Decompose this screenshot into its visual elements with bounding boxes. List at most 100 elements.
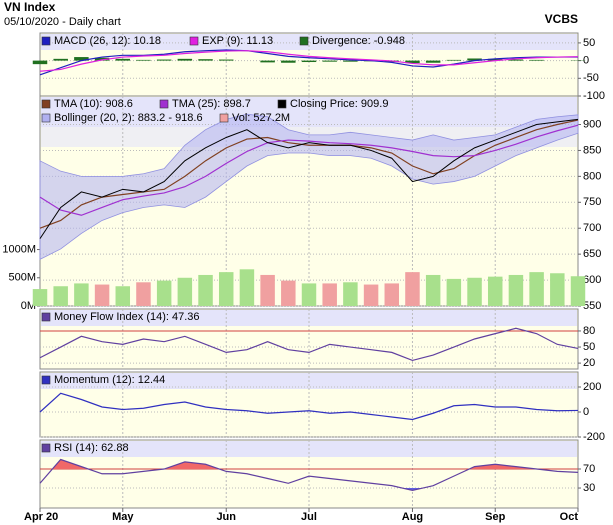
y-tick-label: 650 [583,248,601,260]
y-tick-label: 30 [583,482,595,494]
bar [260,60,275,63]
y2-tick-label: 500M [8,272,36,284]
legend-label: Money Flow Index (14): 47.36 [54,311,200,323]
bar [322,60,337,62]
bar [177,58,193,61]
bar [384,283,400,306]
y-tick-label: 70 [583,463,595,475]
bar [156,280,172,306]
series-line [39,49,579,76]
legend-swatch [41,312,51,322]
bar [53,58,68,61]
y-tick-label: 700 [583,222,601,234]
bar [446,59,462,61]
bar [508,274,524,306]
legend-label: Momentum (12): 12.44 [54,374,165,386]
y-tick-label: -50 [583,72,599,84]
legend-swatch [277,99,287,109]
chart-subtitle: 05/10/2020 - Daily chart [4,16,121,28]
chart-title: VN Index [4,0,56,14]
y-tick-label: 50 [583,341,595,353]
bar [405,272,420,306]
bar [94,57,110,61]
bar [425,274,441,306]
bar [363,284,379,306]
y-tick-label: 0 [583,406,589,418]
bar [218,272,234,306]
bar [405,60,420,64]
legend-swatch [41,375,51,385]
series-line [39,50,579,72]
bar [529,59,544,61]
y-tick-label: 900 [583,118,601,130]
legend-swatch [189,36,199,46]
series-line [39,118,579,239]
x-tick-label: Jul [301,511,317,523]
y-tick-label: 550 [583,300,601,312]
bar [343,282,358,306]
bar [322,283,337,306]
brand: VCBS [545,12,578,26]
bar [136,59,151,61]
bar [32,60,48,65]
legend-swatch [159,99,169,109]
bar [156,59,172,61]
legend-swatch [299,36,309,46]
bar [198,274,213,306]
bar [136,282,151,306]
bar [487,58,503,61]
series-line [39,119,579,229]
legend-swatch [41,113,51,123]
bar [177,277,193,306]
y-tick-label: 20 [583,357,595,369]
legend-label: Closing Price: 909.9 [290,98,388,110]
bar [198,59,213,61]
bar [570,276,586,306]
y-tick-label: 600 [583,274,601,286]
y-tick-label: 50 [583,37,595,49]
legend-label: Bollinger (20, 2): 883.2 - 918.6 [54,112,203,124]
bar [115,286,131,306]
bar [467,277,482,306]
legend-label: TMA (25): 898.7 [172,98,251,110]
y-tick-label: -200 [583,431,605,443]
legend-swatch [41,99,51,109]
bar [260,274,275,306]
bar [53,286,68,306]
legend-label: MACD (26, 12): 10.18 [54,35,161,47]
x-tick-label: Oct [560,511,579,523]
bar [281,60,296,63]
bar [467,58,482,61]
bar [239,269,255,306]
series-line [39,327,579,362]
legend-label: Divergence: -0.948 [312,35,405,47]
y-tick-label: 750 [583,196,601,208]
bar [529,272,544,306]
bar [425,60,441,63]
bar [550,273,565,306]
x-tick-label: Apr 20 [24,511,58,523]
y-tick-label: 800 [583,170,601,182]
bar [32,289,48,306]
bar [94,284,110,306]
threshold-fill [52,459,537,470]
bar [343,60,358,62]
legend-label: EXP (9): 11.13 [202,35,273,47]
y-tick-label: -100 [583,90,605,102]
y-tick-label: 0 [583,55,589,67]
bar [218,59,234,61]
x-tick-label: Aug [402,511,423,523]
bar [115,58,131,61]
y2-tick-label: 0M [21,300,36,312]
legend-swatch [41,36,51,46]
bar [301,60,317,63]
bar [281,280,296,306]
bar [74,283,89,306]
x-tick-label: Sep [485,511,505,523]
legend-label: RSI (14): 62.88 [54,442,129,454]
legend-label: TMA (10): 908.6 [54,98,133,110]
legend-swatch [41,443,51,453]
bar [301,283,317,306]
x-tick-label: Jun [216,511,236,523]
